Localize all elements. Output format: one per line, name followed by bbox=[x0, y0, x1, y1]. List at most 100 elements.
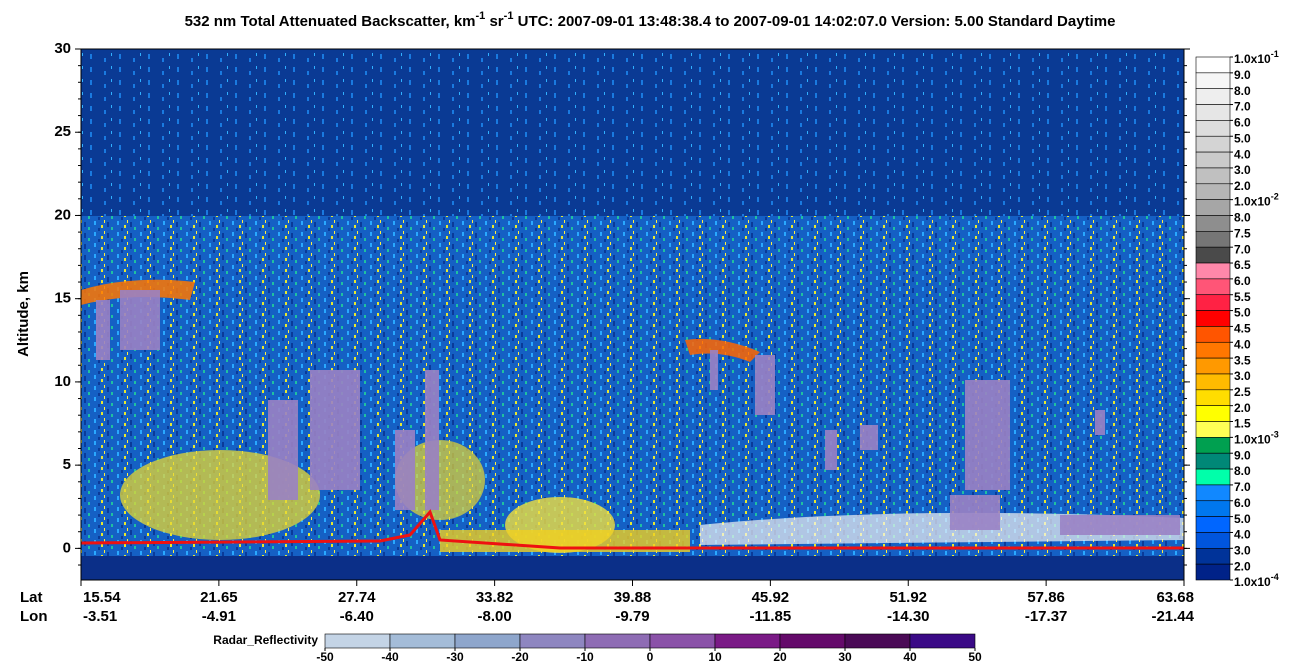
y-tick-label: 20 bbox=[54, 206, 71, 223]
colorbar-box bbox=[1195, 135, 1231, 153]
y-tick-label: 25 bbox=[54, 123, 71, 140]
radar-colorbar-tick-label: -10 bbox=[576, 650, 594, 664]
lat-label: Lat bbox=[20, 589, 43, 606]
colorbar-box bbox=[1195, 246, 1231, 264]
colorbar-box bbox=[1195, 484, 1231, 502]
lat-tick-label: 33.82 bbox=[476, 589, 514, 606]
colorbar-box bbox=[1195, 56, 1231, 74]
colorbar-box bbox=[1195, 278, 1231, 296]
colorbar-label: 4.0 bbox=[1234, 337, 1251, 351]
colorbar-box bbox=[1195, 326, 1231, 343]
colorbar-label: 1.0x10-3 bbox=[1234, 430, 1279, 447]
title-text: 532 nm Total Attenuated Backscatter, km bbox=[185, 13, 476, 30]
colorbar-label: 8.0 bbox=[1234, 84, 1251, 98]
colorbar-label: 4.0 bbox=[1234, 528, 1251, 542]
colorbar-label: 6.0 bbox=[1234, 116, 1251, 130]
colorbar-box bbox=[1195, 532, 1231, 549]
lon-tick-label: -9.79 bbox=[615, 608, 649, 625]
colorbar-label-exponent: -4 bbox=[1271, 572, 1279, 582]
radar-colorbar-tick-label: 0 bbox=[647, 650, 654, 664]
colorbar-label: 2.0 bbox=[1234, 559, 1251, 573]
lat-tick-label: 21.65 bbox=[200, 589, 238, 606]
colorbar-box bbox=[1195, 72, 1231, 89]
colorbar-box bbox=[1195, 231, 1231, 248]
colorbar-label: 8.0 bbox=[1234, 464, 1251, 478]
colorbar-label-base: 1.0x10 bbox=[1234, 195, 1271, 209]
radar-colorbar-tick-label: -30 bbox=[446, 650, 464, 664]
colorbar-label: 2.0 bbox=[1234, 179, 1251, 193]
colorbar-label: 8.0 bbox=[1234, 211, 1251, 225]
radar-colorbar-box bbox=[584, 633, 651, 649]
colorbar-box bbox=[1195, 405, 1231, 422]
colorbar-label: 3.5 bbox=[1234, 353, 1251, 367]
y-tick-label: 30 bbox=[54, 40, 71, 57]
colorbar-box bbox=[1195, 262, 1231, 280]
colorbar-label: 7.0 bbox=[1234, 480, 1251, 494]
colorbar-box bbox=[1195, 500, 1231, 517]
radar-colorbar-tick-label: 40 bbox=[903, 650, 917, 664]
colorbar-label: 4.0 bbox=[1234, 147, 1251, 161]
y-tick-label: 5 bbox=[63, 456, 71, 473]
colorbar-label-base: 1.0x10 bbox=[1234, 52, 1271, 66]
colorbar-box bbox=[1195, 167, 1231, 185]
colorbar-label-exponent: -2 bbox=[1271, 192, 1279, 202]
y-tick-label: 10 bbox=[54, 373, 71, 390]
radar-colorbar-tick-label: -50 bbox=[316, 650, 334, 664]
colorbar-label: 5.5 bbox=[1234, 290, 1251, 304]
colorbar-label: 5.0 bbox=[1234, 131, 1251, 145]
colorbar-box bbox=[1195, 563, 1231, 581]
lon-tick-label: -8.00 bbox=[478, 608, 512, 625]
colorbar-box bbox=[1195, 151, 1231, 169]
y-tick-label: 15 bbox=[54, 290, 71, 307]
colorbar-label: 9.0 bbox=[1234, 68, 1251, 82]
colorbar-label: 2.0 bbox=[1234, 401, 1251, 415]
radar-colorbar-tick-label: 10 bbox=[708, 650, 722, 664]
colorbar-label-exponent: -3 bbox=[1271, 430, 1279, 440]
colorbar-box bbox=[1195, 437, 1231, 454]
colorbar-label-base: 1.0x10 bbox=[1234, 433, 1271, 447]
colorbar-box bbox=[1195, 199, 1231, 216]
colorbar-box bbox=[1195, 88, 1231, 105]
colorbar-label: 3.0 bbox=[1234, 163, 1251, 177]
radar-colorbar-box bbox=[779, 633, 846, 649]
colorbar-label: 7.0 bbox=[1234, 100, 1251, 114]
colorbar-label-base: 1.0x10 bbox=[1234, 575, 1271, 589]
lon-tick-label: -3.51 bbox=[83, 608, 117, 625]
lat-tick-label: 57.86 bbox=[1027, 589, 1065, 606]
colorbar-label: 2.5 bbox=[1234, 385, 1251, 399]
lat-tick-label: 27.74 bbox=[338, 589, 376, 606]
lon-tick-label: -21.44 bbox=[1151, 608, 1194, 625]
colorbar-box bbox=[1195, 104, 1231, 121]
colorbar-box bbox=[1195, 120, 1231, 137]
colorbar-box bbox=[1195, 421, 1231, 438]
radar-colorbar-box bbox=[844, 633, 911, 649]
radar-colorbar-tick-label: 50 bbox=[968, 650, 982, 664]
colorbar-box bbox=[1195, 183, 1231, 200]
colorbar-box bbox=[1195, 341, 1231, 359]
colorbar-label: 9.0 bbox=[1234, 448, 1251, 462]
colorbar-box bbox=[1195, 373, 1231, 391]
title-superscript: -1 bbox=[504, 10, 514, 22]
colorbar-box bbox=[1195, 468, 1231, 486]
colorbar-label: 4.5 bbox=[1234, 322, 1251, 336]
radar-colorbar-tick-label: 20 bbox=[773, 650, 787, 664]
colorbar-label: 1.0x10-1 bbox=[1234, 49, 1279, 66]
colorbar-box bbox=[1195, 294, 1231, 311]
colorbar-box bbox=[1195, 215, 1231, 232]
backscatter-image bbox=[80, 49, 1184, 580]
colorbar-label: 3.0 bbox=[1234, 543, 1251, 557]
title-text: sr bbox=[485, 13, 504, 30]
title-superscript: -1 bbox=[476, 10, 486, 22]
radar-colorbar-box bbox=[519, 633, 586, 649]
lon-tick-label: -4.91 bbox=[202, 608, 236, 625]
colorbar-label: 7.5 bbox=[1234, 227, 1251, 241]
colorbar-label: 6.0 bbox=[1234, 496, 1251, 510]
radar-colorbar-box bbox=[454, 633, 521, 649]
colorbar-label: 6.0 bbox=[1234, 274, 1251, 288]
radar-colorbar-tick-label: 30 bbox=[838, 650, 852, 664]
colorbar-box bbox=[1195, 310, 1231, 327]
title-text: UTC: 2007-09-01 13:48:38.4 to 2007-09-01… bbox=[513, 13, 1115, 30]
radar-colorbar-tick-label: -40 bbox=[381, 650, 399, 664]
